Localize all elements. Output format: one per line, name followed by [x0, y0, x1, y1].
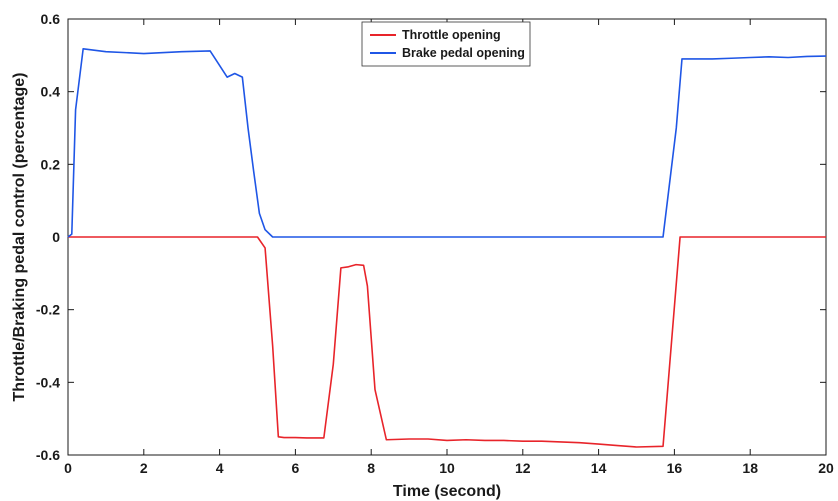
plot-series [67, 47, 827, 448]
tick-labels: 0 2 4 6 8 10 12 14 16 18 20 -0.6 -0.4 -0.2 0 0.2 0.4 0.6 [36, 11, 834, 476]
legend: Throttle opening Brake pedal opening [361, 21, 531, 67]
x-tick-label: 18 [742, 460, 758, 476]
x-tick-label: 0 [64, 460, 72, 476]
x-tick-label: 8 [367, 460, 375, 476]
x-tick-label: 12 [515, 460, 531, 476]
x-tick-label: 14 [591, 460, 607, 476]
y-tick-label: 0.2 [41, 156, 61, 172]
y-tick-label: 0.4 [41, 84, 61, 100]
x-tick-label: 16 [667, 460, 683, 476]
x-tick-label: 20 [818, 460, 834, 476]
x-tick-label: 10 [439, 460, 455, 476]
series-line-throttle-opening [68, 236, 826, 448]
y-tick-label: 0 [52, 229, 60, 245]
x-tick-label: 2 [140, 460, 148, 476]
x-axis-label: Time (second) [393, 483, 501, 500]
y-axis-label: Throttle/Braking pedal control (percenta… [11, 73, 28, 402]
series-line-brake-pedal-opening [67, 47, 827, 238]
legend-label-throttle-opening: Throttle opening [402, 28, 501, 42]
y-tick-label: 0.6 [41, 11, 61, 27]
y-tick-label: -0.6 [36, 447, 60, 463]
x-tick-label: 4 [216, 460, 224, 476]
y-tick-label: -0.4 [36, 374, 60, 390]
x-tick-label: 6 [292, 460, 300, 476]
y-tick-label: -0.2 [36, 302, 60, 318]
legend-label-brake-pedal-opening: Brake pedal opening [402, 46, 525, 60]
legend-box [361, 21, 531, 67]
